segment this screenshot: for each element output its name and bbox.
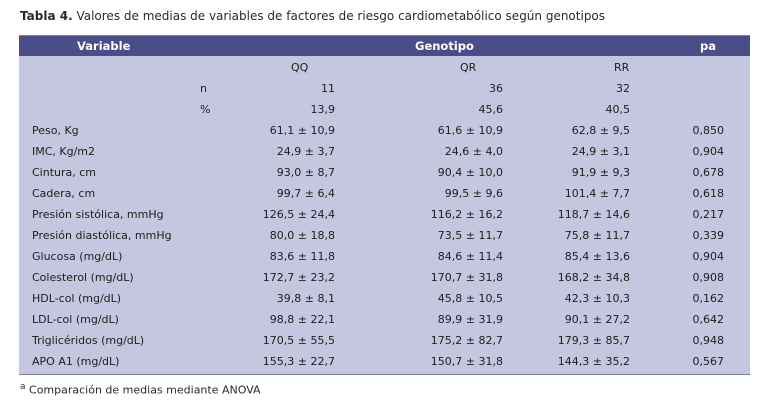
cell-p-value: 0,618 xyxy=(692,187,725,200)
table-caption: Tabla 4. Valores de medias de variables … xyxy=(20,9,605,23)
cell-qq: 93,0 ± 8,7 xyxy=(276,166,335,179)
cell-p-value: 0,904 xyxy=(692,250,725,263)
n-label: n xyxy=(200,82,207,95)
subheader-row: QQ QR RR xyxy=(19,57,750,78)
cell-qq: 39,8 ± 8,1 xyxy=(276,292,335,305)
cell-rr: 24,9 ± 3,1 xyxy=(571,145,630,158)
n-rr: 32 xyxy=(616,82,630,95)
cell-qr: 84,6 ± 11,4 xyxy=(437,250,503,263)
cell-p-value: 0,642 xyxy=(692,313,725,326)
cell-rr: 91,9 ± 9,3 xyxy=(571,166,630,179)
n-qr: 36 xyxy=(489,82,503,95)
table-row: Peso, Kg 61,1 ± 10,9 61,6 ± 10,9 62,8 ± 9,5… xyxy=(19,120,750,141)
row-variable-label: HDL-col (mg/dL) xyxy=(32,292,122,305)
genotype-qq: QQ xyxy=(291,61,309,74)
cell-qr: 89,9 ± 31,9 xyxy=(437,313,503,326)
table-header: Variable Genotipo pa xyxy=(19,36,750,56)
row-variable-label: Colesterol (mg/dL) xyxy=(32,271,134,284)
header-pa: pa xyxy=(700,39,716,53)
percent-label: % xyxy=(200,103,211,116)
genotype-qr: QR xyxy=(460,61,477,74)
cell-qr: 170,7 ± 31,8 xyxy=(430,271,503,284)
cell-p-value: 0,339 xyxy=(692,229,725,242)
cell-rr: 90,1 ± 27,2 xyxy=(564,313,630,326)
cell-p-value: 0,217 xyxy=(692,208,725,221)
row-variable-label: LDL-col (mg/dL) xyxy=(32,313,119,326)
cell-qq: 24,9 ± 3,7 xyxy=(276,145,335,158)
percent-qr: 45,6 xyxy=(478,103,504,116)
row-variable-label: Glucosa (mg/dL) xyxy=(32,250,123,263)
cell-rr: 179,3 ± 85,7 xyxy=(557,334,630,347)
header-genotipo: Genotipo xyxy=(415,39,474,53)
cell-rr: 85,4 ± 13,6 xyxy=(564,250,630,263)
cell-qr: 90,4 ± 10,0 xyxy=(437,166,503,179)
cell-rr: 75,8 ± 11,7 xyxy=(564,229,630,242)
row-variable-label: Peso, Kg xyxy=(32,124,79,137)
cell-qq: 155,3 ± 22,7 xyxy=(262,355,335,368)
header-variable: Variable xyxy=(77,39,131,53)
cell-p-value: 0,904 xyxy=(692,145,725,158)
cell-p-value: 0,908 xyxy=(692,271,725,284)
cell-p-value: 0,678 xyxy=(692,166,725,179)
table-row: HDL-col (mg/dL) 39,8 ± 8,1 45,8 ± 10,5 42,3… xyxy=(19,288,750,309)
cell-rr: 62,8 ± 9,5 xyxy=(571,124,630,137)
cell-qq: 172,7 ± 23,2 xyxy=(262,271,335,284)
cell-qq: 98,8 ± 22,1 xyxy=(269,313,335,326)
table-row: Cadera, cm 99,7 ± 6,4 99,5 ± 9,6 101,4 ± 7,… xyxy=(19,183,750,204)
row-variable-label: APO A1 (mg/dL) xyxy=(32,355,120,368)
cell-qq: 170,5 ± 55,5 xyxy=(262,334,335,347)
cell-rr: 101,4 ± 7,7 xyxy=(564,187,630,200)
cell-p-value: 0,948 xyxy=(692,334,725,347)
cell-qr: 99,5 ± 9,6 xyxy=(444,187,503,200)
cell-qr: 175,2 ± 82,7 xyxy=(430,334,503,347)
row-variable-label: Triglicéridos (mg/dL) xyxy=(32,334,145,347)
cell-qr: 116,2 ± 16,2 xyxy=(430,208,503,221)
table-row: APO A1 (mg/dL) 155,3 ± 22,7 150,7 ± 31,8 14… xyxy=(19,351,750,372)
caption-text: Valores de medias de variables de factor… xyxy=(76,9,606,23)
percent-row: % 13,9 45,6 40,5 xyxy=(19,99,750,120)
cell-qq: 80,0 ± 18,8 xyxy=(269,229,335,242)
table-row: Presión diastólica, mmHg 80,0 ± 18,8 73,5 … xyxy=(19,225,750,246)
cell-qr: 61,6 ± 10,9 xyxy=(437,124,503,137)
table-row: Presión sistólica, mmHg 126,5 ± 24,4 116,2… xyxy=(19,204,750,225)
genotype-rr: RR xyxy=(614,61,630,74)
footnote-marker: a xyxy=(20,382,26,392)
table-row: LDL-col (mg/dL) 98,8 ± 22,1 89,9 ± 31,9 90,… xyxy=(19,309,750,330)
table-row: Triglicéridos (mg/dL) 170,5 ± 55,5 175,2 ±… xyxy=(19,330,750,351)
row-variable-label: Cadera, cm xyxy=(32,187,96,200)
percent-qq: 13,9 xyxy=(310,103,336,116)
data-table: Variable Genotipo pa QQ QR RR n 11 36 32… xyxy=(19,35,750,375)
cell-p-value: 0,850 xyxy=(692,124,725,137)
cell-qq: 61,1 ± 10,9 xyxy=(269,124,335,137)
cell-rr: 168,2 ± 34,8 xyxy=(557,271,630,284)
footnote-text: Comparación de medias mediante ANOVA xyxy=(29,383,261,397)
n-row: n 11 36 32 xyxy=(19,78,750,99)
cell-qq: 83,6 ± 11,8 xyxy=(269,250,335,263)
cell-qq: 99,7 ± 6,4 xyxy=(276,187,335,200)
row-variable-label: Presión sistólica, mmHg xyxy=(32,208,164,221)
cell-qr: 150,7 ± 31,8 xyxy=(430,355,503,368)
row-variable-label: IMC, Kg/m2 xyxy=(32,145,96,158)
cell-qr: 24,6 ± 4,0 xyxy=(444,145,503,158)
table-row: Glucosa (mg/dL) 83,6 ± 11,8 84,6 ± 11,4 85,… xyxy=(19,246,750,267)
cell-qq: 126,5 ± 24,4 xyxy=(262,208,335,221)
cell-rr: 42,3 ± 10,3 xyxy=(564,292,630,305)
table-row: IMC, Kg/m2 24,9 ± 3,7 24,6 ± 4,0 24,9 ± 3,1… xyxy=(19,141,750,162)
table-row: Colesterol (mg/dL) 172,7 ± 23,2 170,7 ± 31… xyxy=(19,267,750,288)
cell-rr: 144,3 ± 35,2 xyxy=(557,355,630,368)
cell-qr: 45,8 ± 10,5 xyxy=(437,292,503,305)
footnote: a Comparación de medias mediante ANOVA xyxy=(20,382,261,397)
n-qq: 11 xyxy=(321,82,335,95)
cell-p-value: 0,567 xyxy=(692,355,725,368)
percent-rr: 40,5 xyxy=(605,103,631,116)
table-row: Cintura, cm 93,0 ± 8,7 90,4 ± 10,0 91,9 ± 9… xyxy=(19,162,750,183)
cell-rr: 118,7 ± 14,6 xyxy=(557,208,630,221)
cell-qr: 73,5 ± 11,7 xyxy=(437,229,503,242)
cell-p-value: 0,162 xyxy=(692,292,725,305)
caption-label: Tabla 4. xyxy=(20,9,73,23)
row-variable-label: Presión diastólica, mmHg xyxy=(32,229,172,242)
row-variable-label: Cintura, cm xyxy=(32,166,97,179)
